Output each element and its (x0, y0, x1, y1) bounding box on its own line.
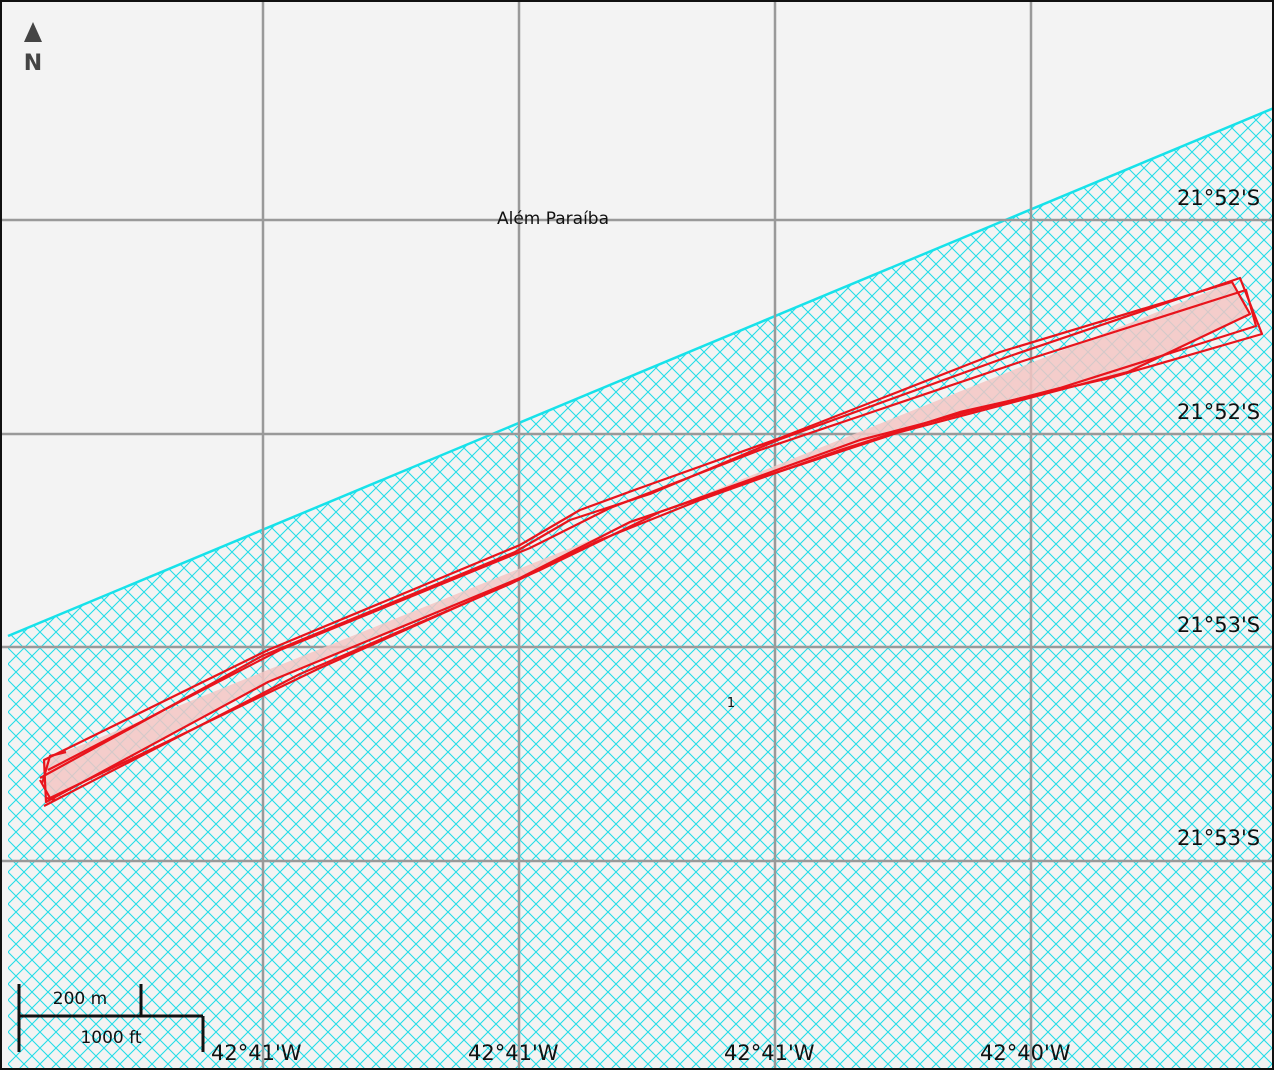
latitude-label: 21°53'S (1177, 826, 1260, 850)
track-corridor[interactable] (39, 276, 1264, 807)
latitude-label: 21°53'S (1177, 613, 1260, 637)
longitude-label: 42°41'W (468, 1041, 559, 1065)
scale-bar-imperial-label: 1000 ft (80, 1028, 141, 1048)
zone-label: 1 (727, 696, 735, 711)
north-arrow-label: N (24, 51, 42, 76)
track-fill (44, 282, 1250, 802)
track-outline (39, 288, 1258, 800)
track-outline (42, 280, 1252, 804)
place-label: Além Paraíba (497, 209, 609, 229)
scale-bar: 200 m 1000 ft (17, 984, 205, 1052)
latitude-label: 21°52'S (1177, 186, 1260, 210)
longitude-label: 42°41'W (724, 1041, 815, 1065)
track-outline (40, 750, 67, 802)
longitude-label: 42°41'W (211, 1041, 302, 1065)
scale-bar-metric-label: 200 m (53, 989, 107, 1009)
north-arrow-icon: N (24, 22, 42, 76)
hatched-area[interactable] (8, 108, 1274, 1070)
boundary-line (7, 106, 1274, 638)
longitude-label: 42°40'W (980, 1041, 1071, 1065)
latitude-label: 21°52'S (1177, 400, 1260, 424)
